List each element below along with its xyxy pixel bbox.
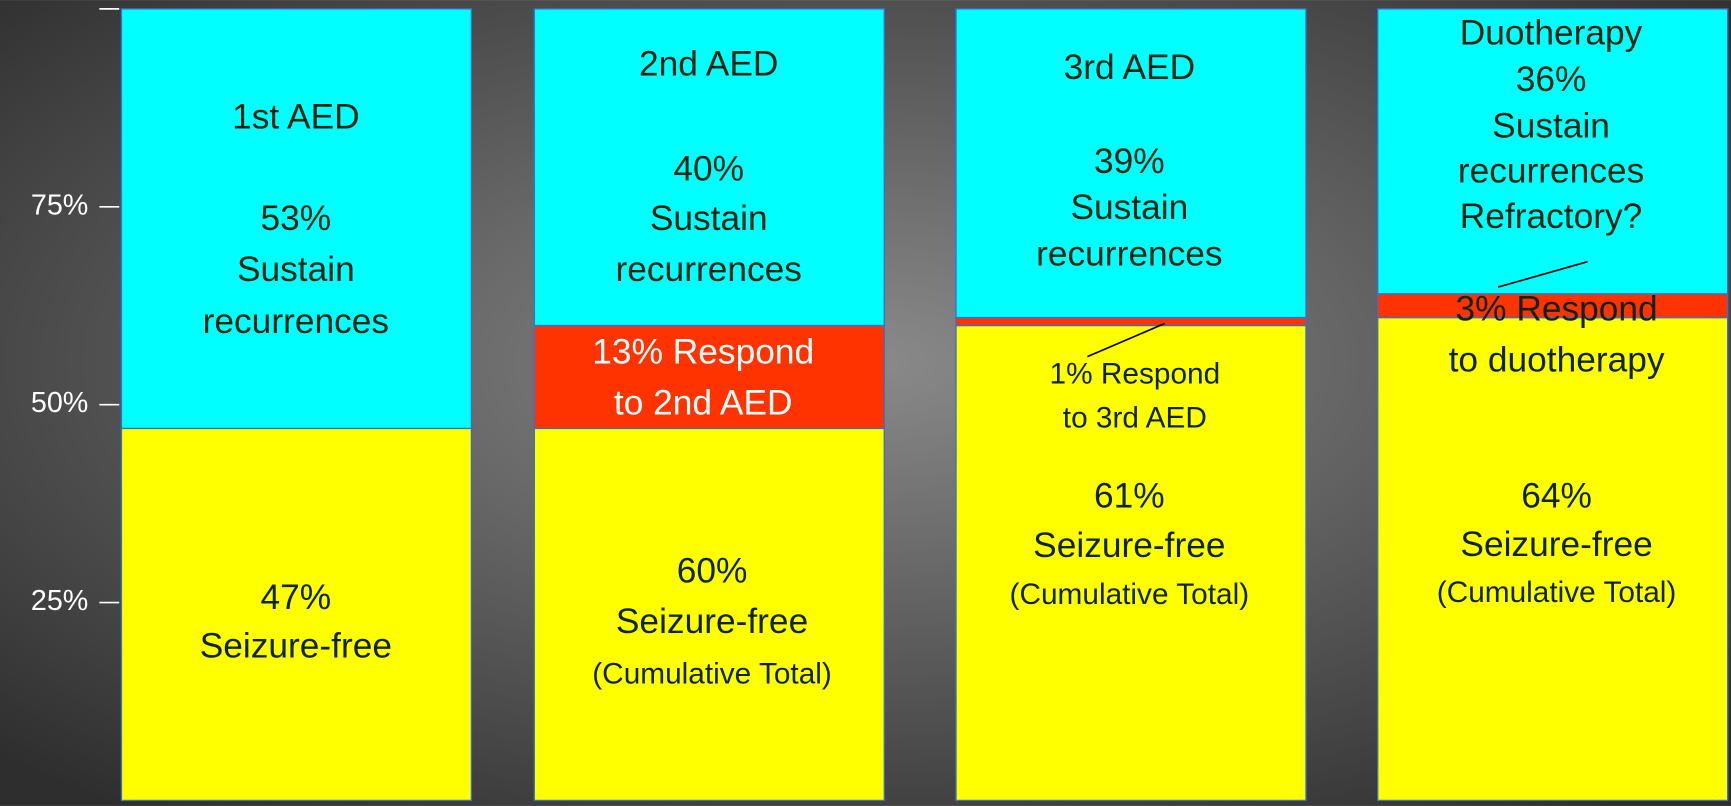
bar-segment (955, 8, 1307, 319)
annotation-text: 60% (677, 551, 748, 590)
annotation-text: to duotherapy (1449, 340, 1665, 379)
annotation-text: Duotherapy (1460, 14, 1643, 53)
annotation-text: (Cumulative Total) (592, 658, 832, 691)
annotation-text: 1st AED (232, 98, 360, 137)
bar-segment (120, 8, 473, 430)
annotation-text: Sustain (650, 199, 768, 238)
annotation-text: Seizure-free (1033, 526, 1225, 565)
y-tick-label: 25% (31, 585, 88, 617)
annotation-text: Seizure-free (616, 602, 808, 641)
annotation-text: Sustain (1492, 106, 1610, 145)
bar-segment (533, 427, 885, 802)
bar-segment (955, 324, 1307, 802)
annotation-text: 39% (1094, 142, 1165, 181)
annotation-text: (Cumulative Total) (1010, 578, 1250, 611)
annotation-text: 13% Respond (592, 333, 814, 372)
annotation-text: recurrences (616, 250, 802, 289)
leader-line (1497, 260, 1588, 288)
plot-area: 25% 50% 75% (31, 8, 1729, 802)
annotation-text: recurrences (1458, 152, 1644, 191)
annotation-text: recurrences (1036, 235, 1222, 274)
bar-segment (533, 324, 885, 430)
annotation-text: 53% (261, 199, 332, 238)
annotation-text: 1% Respond (1050, 357, 1221, 390)
annotation-text: 3% Respond (1455, 290, 1657, 329)
annotation-text: to 3rd AED (1063, 401, 1207, 434)
annotation-text: (Cumulative Total) (1437, 576, 1677, 609)
y-tick-label: 75% (31, 189, 88, 221)
annotation-text: 36% (1516, 60, 1587, 99)
annotation-text: 3rd AED (1064, 48, 1196, 87)
annotation-text: Seizure-free (1460, 525, 1652, 564)
annotation-text: 61% (1094, 476, 1165, 515)
y-tick-label: 50% (31, 387, 88, 419)
bar-segment (1377, 8, 1729, 295)
bar-segment (120, 427, 473, 802)
bar-segment (955, 316, 1307, 327)
annotation-text: 47% (261, 578, 332, 617)
bar-segment (533, 8, 885, 327)
annotation-text: to 2nd AED (614, 384, 793, 423)
annotation-text: 64% (1521, 476, 1592, 515)
annotation-text: 40% (673, 149, 744, 188)
bar-segment (1377, 316, 1729, 802)
annotation-text: Refractory? (1460, 197, 1643, 236)
leader-line (1087, 322, 1165, 358)
annotation-text: Seizure-free (200, 626, 392, 665)
annotation-text: Sustain (1070, 188, 1188, 227)
annotation-text: Sustain (237, 250, 355, 289)
annotation-text: 2nd AED (639, 45, 778, 84)
annotation-text: recurrences (203, 302, 389, 341)
